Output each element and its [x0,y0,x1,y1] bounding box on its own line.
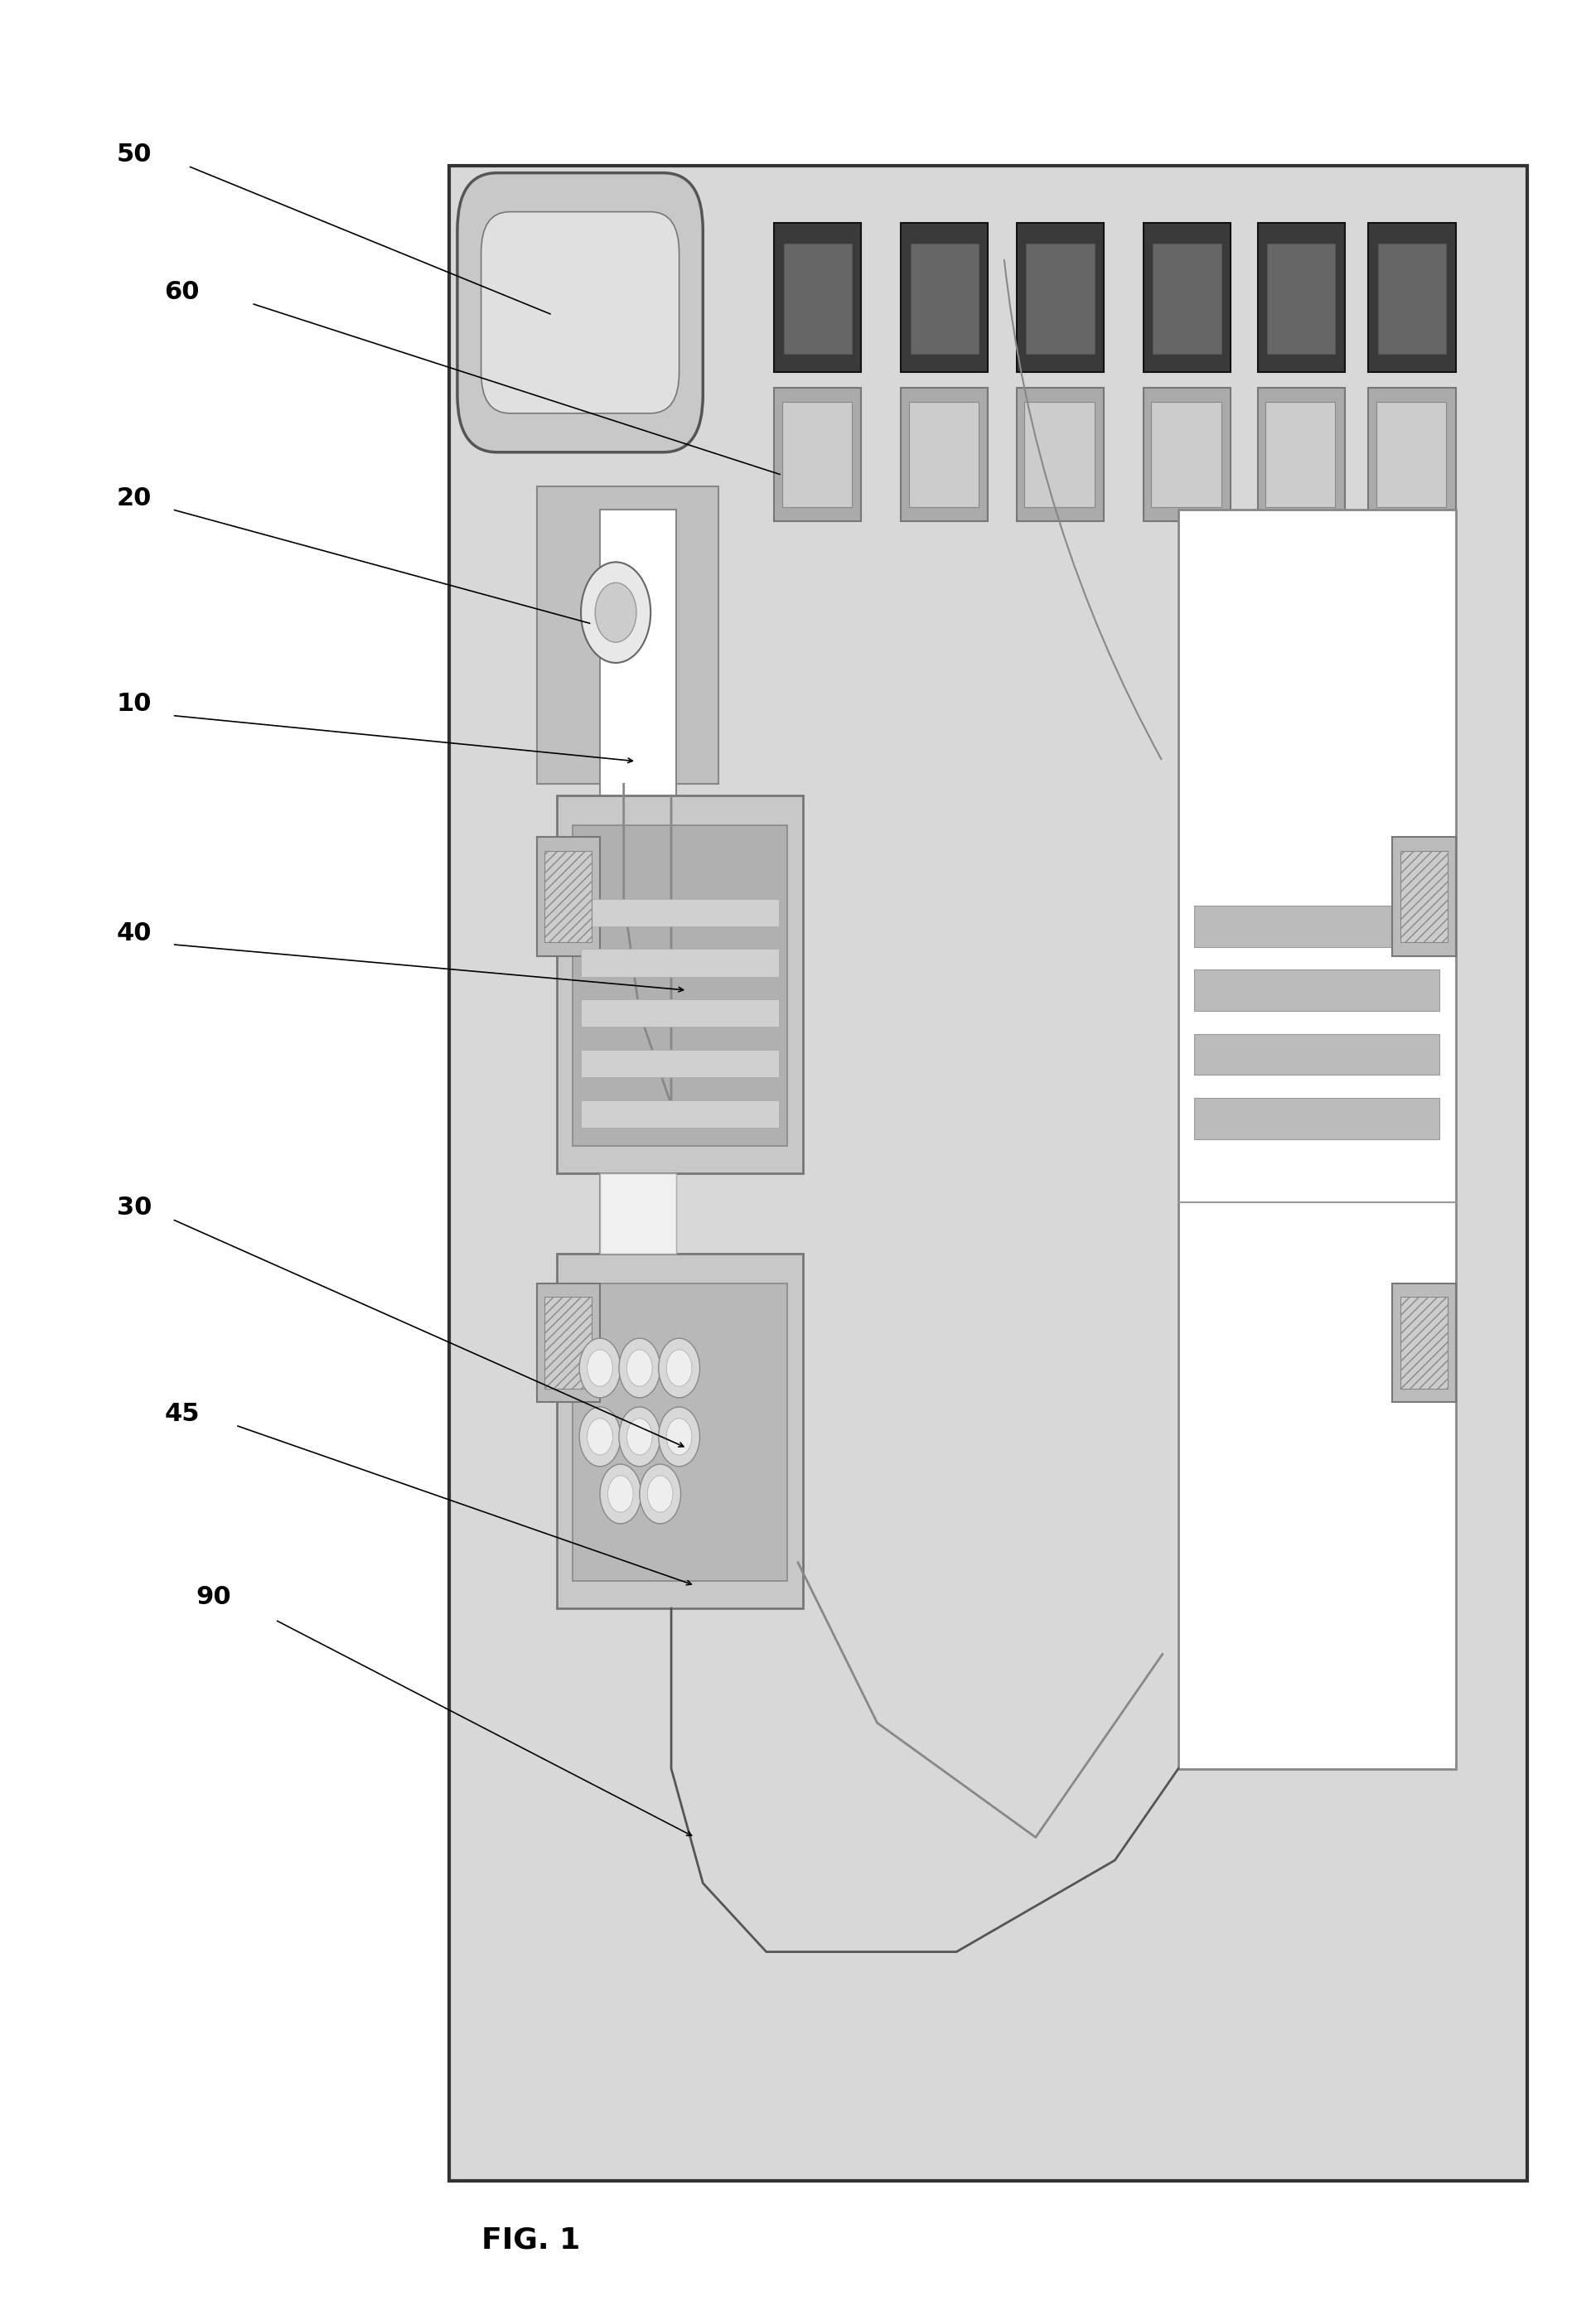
Bar [1258,389,1345,520]
Bar [1258,223,1345,373]
Text: FIG. 1: FIG. 1 [480,2225,579,2255]
Circle shape [619,1406,661,1466]
Bar [600,509,677,1378]
Bar [910,244,978,354]
FancyBboxPatch shape [480,212,680,414]
Bar [784,244,852,354]
Circle shape [667,1417,691,1454]
Text: 40: 40 [117,920,152,946]
Circle shape [659,1339,699,1397]
Bar [1151,403,1221,506]
Bar [1368,223,1456,373]
Bar [1026,244,1095,354]
Bar [600,1174,677,1254]
Circle shape [587,1351,613,1385]
Bar [573,826,787,1146]
Bar [1143,389,1231,520]
Bar [581,1049,779,1077]
Circle shape [579,1339,621,1397]
Bar [557,796,803,1174]
Bar [1266,403,1336,506]
Bar [1368,389,1456,520]
Bar [908,403,978,506]
Bar [544,1298,592,1388]
Text: 30: 30 [117,1197,152,1220]
Bar [1194,1033,1440,1075]
Circle shape [640,1463,681,1523]
Bar [536,486,718,785]
Bar [774,389,862,520]
Bar [1017,389,1104,520]
Bar [544,851,592,941]
Text: 45: 45 [164,1401,200,1427]
Text: 90: 90 [196,1585,231,1608]
Bar [1400,851,1448,941]
Bar [1376,403,1446,506]
Circle shape [648,1475,674,1512]
Circle shape [579,1406,621,1466]
Text: 50: 50 [117,143,152,166]
Bar [450,166,1527,2181]
Bar [536,1284,600,1401]
Bar [1194,969,1440,1010]
Text: 20: 20 [117,486,152,511]
Bar [1392,838,1456,955]
Bar [1017,223,1104,373]
Bar [581,999,779,1026]
Circle shape [581,561,651,663]
Bar [1392,1284,1456,1401]
Circle shape [667,1351,691,1385]
Bar [1143,223,1231,373]
Bar [1267,244,1336,354]
Bar [902,389,988,520]
Circle shape [587,1417,613,1454]
Bar [1400,1298,1448,1388]
Bar [902,223,988,373]
Bar [1194,1098,1440,1139]
Bar [536,838,600,955]
Circle shape [627,1351,653,1385]
Bar [1377,244,1446,354]
Circle shape [619,1339,661,1397]
Circle shape [627,1417,653,1454]
Bar [1194,907,1440,946]
Bar [581,1100,779,1127]
Bar [581,948,779,976]
Text: 60: 60 [164,281,200,304]
Circle shape [608,1475,634,1512]
Bar [557,1254,803,1608]
FancyBboxPatch shape [458,173,702,453]
Bar [581,900,779,925]
Bar [1178,509,1456,1769]
Text: 10: 10 [117,693,152,716]
Bar [774,223,862,373]
Circle shape [659,1406,699,1466]
Circle shape [600,1463,642,1523]
Circle shape [595,582,637,642]
Bar [573,1284,787,1581]
Bar [1025,403,1095,506]
Bar [1152,244,1221,354]
Bar [782,403,852,506]
